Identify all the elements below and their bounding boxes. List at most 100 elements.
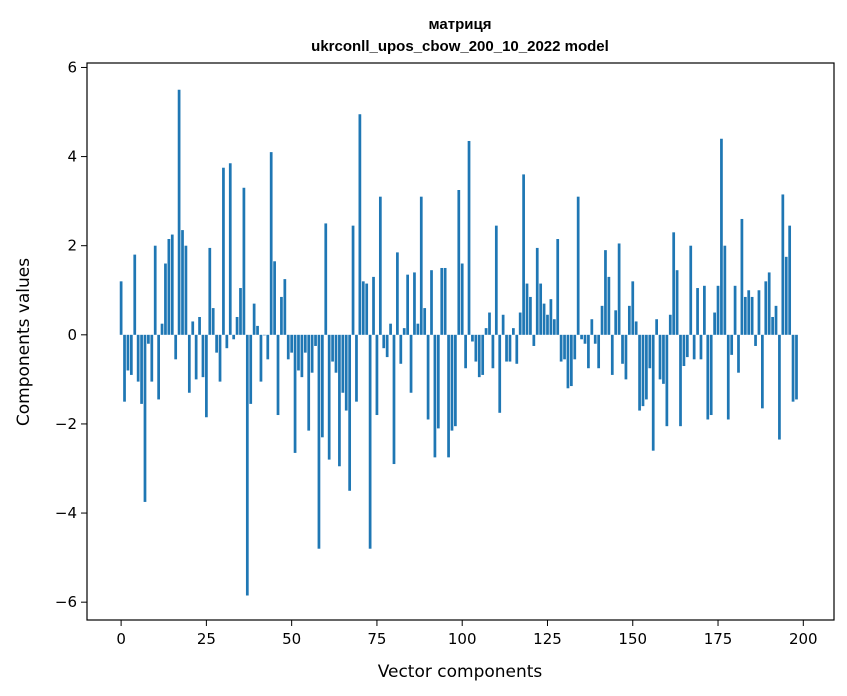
y-tick-label: −6 (55, 593, 77, 611)
y-axis-label: Components values (14, 258, 34, 426)
bar (559, 334, 563, 362)
bar (467, 140, 471, 335)
bar (382, 334, 386, 349)
bar (535, 247, 539, 335)
bar (126, 334, 130, 371)
bar (508, 334, 512, 362)
bar (706, 334, 710, 420)
bar (655, 319, 658, 335)
bar (413, 272, 416, 335)
bar (215, 334, 218, 353)
bar (539, 283, 543, 335)
bar (351, 225, 355, 335)
bar (576, 196, 580, 335)
bar (259, 334, 263, 382)
bar (368, 334, 372, 549)
bar (494, 225, 498, 335)
bar (627, 305, 631, 335)
bar (703, 285, 706, 335)
bar (392, 334, 396, 465)
y-tick-label: 0 (67, 326, 77, 344)
bar (310, 334, 314, 373)
bar (235, 316, 239, 335)
bar (791, 334, 795, 402)
bar (587, 334, 590, 369)
bar (454, 334, 457, 427)
bars-group (119, 89, 798, 596)
bar (416, 323, 420, 335)
chart-subtitle: ukrconll_upos_cbow_200_10_2022 model (311, 38, 609, 55)
bar (631, 281, 635, 335)
bar (665, 334, 669, 427)
bar (133, 254, 137, 335)
bar (709, 334, 713, 416)
y-tick-label: −4 (55, 504, 77, 522)
bar (505, 334, 508, 362)
x-tick-label: 175 (704, 630, 733, 648)
bar (406, 274, 409, 335)
bar (136, 334, 140, 382)
bar (174, 334, 178, 360)
bar (307, 334, 311, 431)
bar (286, 334, 290, 360)
bar (573, 334, 577, 360)
bar (266, 334, 270, 360)
bar (358, 114, 362, 335)
bar (157, 334, 160, 400)
bar (170, 234, 174, 335)
bar (498, 334, 502, 413)
bar (341, 334, 345, 393)
bar (634, 321, 638, 335)
chart-title: матриця (429, 16, 492, 33)
bar (590, 319, 594, 335)
bar (645, 334, 648, 400)
bar (747, 290, 751, 335)
x-tick-label: 50 (282, 630, 301, 648)
bar (256, 325, 259, 335)
y-axis-ticks: −6 −4 −2 0 2 4 6 (55, 58, 87, 611)
x-tick-label: 0 (116, 630, 126, 648)
bar (375, 334, 379, 416)
bar (344, 334, 348, 411)
bar (314, 334, 317, 346)
bar (624, 334, 628, 380)
bar (187, 334, 191, 393)
bar (327, 334, 331, 460)
bar (129, 334, 133, 375)
bar (430, 270, 433, 335)
bar (566, 334, 570, 389)
bar (501, 314, 505, 335)
bar (365, 283, 369, 335)
bar (143, 334, 147, 502)
bar (784, 256, 788, 335)
bar (795, 334, 798, 400)
bar (471, 334, 474, 342)
bar (767, 272, 771, 335)
bar (249, 334, 253, 404)
bar (184, 245, 188, 335)
bar (552, 319, 556, 335)
x-tick-label: 75 (367, 630, 386, 648)
bar (355, 334, 358, 402)
bar (402, 328, 406, 335)
bar (754, 334, 757, 346)
bar (164, 263, 167, 335)
x-tick-label: 100 (448, 630, 477, 648)
y-tick-label: −2 (55, 415, 77, 433)
bar (597, 334, 601, 369)
bar (378, 196, 382, 335)
bar (542, 303, 546, 335)
bar (638, 334, 641, 411)
bar (696, 288, 699, 335)
bar (280, 296, 283, 335)
bar (761, 334, 764, 409)
bar (181, 230, 184, 335)
bar (672, 232, 676, 335)
bar (679, 334, 682, 427)
bar (331, 334, 334, 362)
bar (242, 187, 246, 335)
bar (317, 334, 321, 549)
bar (689, 245, 693, 335)
bar (757, 290, 761, 335)
bar (153, 245, 157, 335)
